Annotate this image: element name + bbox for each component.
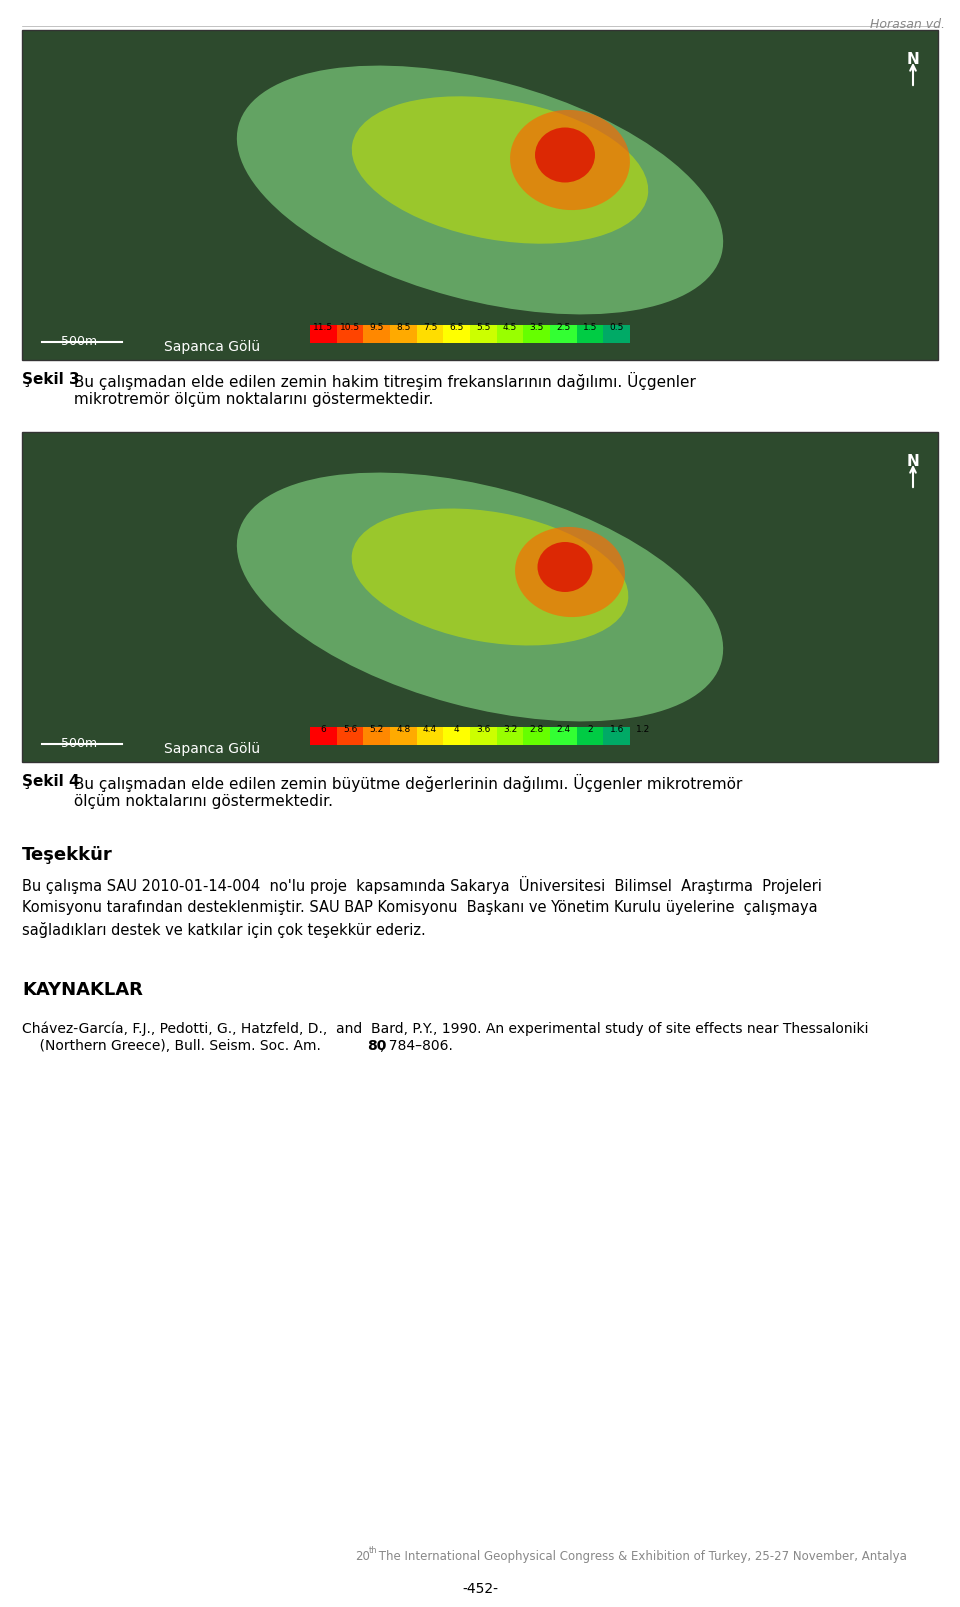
Ellipse shape: [237, 472, 723, 722]
Text: Teşekkür: Teşekkür: [22, 845, 112, 865]
Bar: [550, 325, 577, 342]
Bar: [523, 726, 550, 746]
Text: 6: 6: [321, 725, 326, 734]
Text: 4: 4: [454, 725, 460, 734]
Text: 11.5: 11.5: [313, 323, 333, 333]
Text: (Northern Greece), Bull. Seism. Soc. Am.: (Northern Greece), Bull. Seism. Soc. Am.: [22, 1040, 325, 1053]
Ellipse shape: [237, 66, 723, 315]
Text: Şekil 4: Şekil 4: [22, 775, 80, 789]
Bar: [417, 726, 444, 746]
Text: 20: 20: [355, 1551, 370, 1564]
Bar: [444, 325, 470, 342]
Text: Sapanca Gölü: Sapanca Gölü: [164, 341, 260, 354]
Bar: [390, 726, 417, 746]
Text: 1.2: 1.2: [636, 725, 651, 734]
Bar: [337, 726, 363, 746]
Bar: [496, 325, 523, 342]
Text: 10.5: 10.5: [340, 323, 360, 333]
Bar: [390, 325, 417, 342]
Text: Chávez-García, F.J., Pedotti, G., Hatzfeld, D.,  and  Bard, P.Y., 1990. An exper: Chávez-García, F.J., Pedotti, G., Hatzfe…: [22, 1020, 869, 1035]
Bar: [417, 325, 444, 342]
Bar: [310, 726, 337, 746]
Bar: [603, 325, 630, 342]
Text: 5.2: 5.2: [370, 725, 384, 734]
Bar: [523, 325, 550, 342]
Text: 5.6: 5.6: [343, 725, 357, 734]
Ellipse shape: [510, 109, 630, 211]
Text: 1.6: 1.6: [610, 725, 624, 734]
Bar: [337, 325, 363, 342]
Text: Bu çalışmadan elde edilen zemin hakim titreşim frekanslarının dağılımı. Üçgenler: Bu çalışmadan elde edilen zemin hakim ti…: [69, 371, 696, 408]
Bar: [22, 31, 938, 360]
Bar: [550, 726, 577, 746]
Text: N: N: [906, 51, 920, 67]
Text: N: N: [906, 455, 920, 469]
Text: 3.5: 3.5: [530, 323, 544, 333]
Text: 6.5: 6.5: [449, 323, 464, 333]
Text: 5.5: 5.5: [476, 323, 491, 333]
Text: 2.8: 2.8: [530, 725, 543, 734]
Text: 7.5: 7.5: [422, 323, 437, 333]
Text: The International Geophysical Congress & Exhibition of Turkey, 25-27 November, A: The International Geophysical Congress &…: [375, 1551, 907, 1564]
Bar: [363, 726, 390, 746]
Text: 80: 80: [367, 1040, 386, 1053]
Text: 500m: 500m: [60, 738, 97, 750]
Bar: [22, 432, 938, 762]
Text: -452-: -452-: [462, 1581, 498, 1596]
Text: 4.8: 4.8: [396, 725, 411, 734]
Text: 3.6: 3.6: [476, 725, 491, 734]
Bar: [577, 325, 603, 342]
Text: Bu çalışma SAU 2010-01-14-004  no'lu proje  kapsamında Sakarya  Üniversitesi  Bi: Bu çalışma SAU 2010-01-14-004 no'lu proj…: [22, 876, 822, 937]
Ellipse shape: [538, 542, 592, 591]
Text: 500m: 500m: [60, 334, 97, 349]
Bar: [470, 325, 496, 342]
Bar: [577, 726, 603, 746]
Text: Horasan vd.: Horasan vd.: [870, 18, 945, 31]
Bar: [603, 726, 630, 746]
Bar: [310, 325, 337, 342]
Text: 9.5: 9.5: [370, 323, 384, 333]
Text: 2: 2: [588, 725, 593, 734]
Text: 0.5: 0.5: [610, 323, 624, 333]
Text: 4.4: 4.4: [423, 725, 437, 734]
Text: 3.2: 3.2: [503, 725, 517, 734]
Bar: [444, 726, 470, 746]
Text: 8.5: 8.5: [396, 323, 411, 333]
Text: Şekil 3: Şekil 3: [22, 371, 80, 387]
Text: 2.5: 2.5: [556, 323, 570, 333]
Bar: [470, 726, 496, 746]
Text: KAYNAKLAR: KAYNAKLAR: [22, 980, 143, 1000]
Text: 4.5: 4.5: [503, 323, 517, 333]
Text: 1.5: 1.5: [583, 323, 597, 333]
Text: th: th: [369, 1546, 377, 1556]
Bar: [496, 726, 523, 746]
Ellipse shape: [351, 508, 629, 646]
Ellipse shape: [516, 527, 625, 617]
Ellipse shape: [351, 96, 648, 244]
Text: , 784–806.: , 784–806.: [380, 1040, 453, 1053]
Text: Bu çalışmadan elde edilen zemin büyütme değerlerinin dağılımı. Üçgenler mikrotre: Bu çalışmadan elde edilen zemin büyütme …: [69, 775, 742, 810]
Ellipse shape: [535, 127, 595, 183]
Text: Sapanca Gölü: Sapanca Gölü: [164, 742, 260, 755]
Bar: [363, 325, 390, 342]
Text: 2.4: 2.4: [556, 725, 570, 734]
